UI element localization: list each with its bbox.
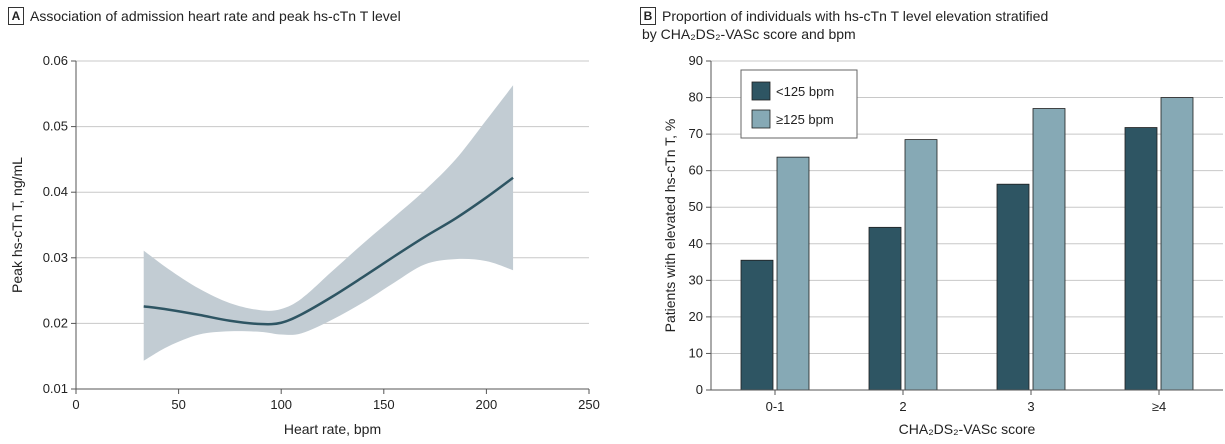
panel-a-title-text: Association of admission heart rate and … — [30, 8, 401, 24]
chart-b-bars — [740, 97, 1194, 391]
chart-b-bar — [776, 156, 810, 391]
panel-b-title: B Proportion of individuals with hs-cTn T… — [640, 7, 1048, 43]
chart-b-y-tick-label: 20 — [689, 309, 703, 324]
chart-a-y-tick-label: 0.06 — [43, 53, 68, 68]
chart-b-bar — [1160, 97, 1194, 391]
chart-b-y-tick-label: 40 — [689, 236, 703, 251]
chart-b-legend-swatch — [751, 81, 771, 101]
chart-a-x-tick-label: 250 — [578, 397, 600, 412]
chart-b-bar — [996, 183, 1030, 391]
chart-b-legend-label: ≥125 bpm — [776, 112, 834, 127]
chart-a-x-axis-title: Heart rate, bpm — [284, 421, 381, 437]
panel-b-title-line1: Proportion of individuals with hs-cTn T … — [662, 8, 1049, 24]
chart-a-y-tick-label: 0.03 — [43, 250, 68, 265]
chart-a-x-tick-label: 100 — [270, 397, 292, 412]
chart-b-legend-swatch — [751, 109, 771, 129]
chart-b-y-tick-label: 10 — [689, 345, 703, 360]
chart-a-y-tick-label: 0.05 — [43, 119, 68, 134]
chart-b-bar — [868, 226, 902, 391]
chart-a-axes — [75, 61, 589, 390]
chart-a: 0.01 0.02 0.03 0.04 0.05 0.06 0 50 100 150 200 250… — [9, 53, 600, 437]
chart-b-y-tick-label: 50 — [689, 199, 703, 214]
chart-b-bar — [740, 259, 774, 391]
chart-b-y-ticks: 0 10 20 30 40 50 60 70 80 90 — [689, 53, 711, 397]
chart-a-y-ticks: 0.01 0.02 0.03 0.04 0.05 0.06 — [43, 53, 76, 396]
chart-b-x-tick-label: ≥4 — [1152, 399, 1166, 414]
chart-b: 0 10 20 30 40 50 60 70 80 90 0-1 2 3 ≥4 <125 bpm ≥125… — [662, 53, 1223, 437]
chart-b-legend-label: <125 bpm — [776, 84, 834, 99]
chart-b-bar — [1032, 108, 1066, 391]
chart-a-x-ticks: 0 50 100 150 200 250 — [72, 389, 600, 412]
panel-a-letter: A — [8, 7, 24, 25]
chart-b-x-ticks: 0-1 2 3 ≥4 — [766, 390, 1166, 414]
chart-a-x-tick-label: 150 — [373, 397, 395, 412]
chart-b-y-tick-label: 90 — [689, 53, 703, 68]
chart-a-y-axis-title: Peak hs-cTn T, ng/mL — [9, 157, 25, 293]
chart-b-y-tick-label: 70 — [689, 126, 703, 141]
chart-a-y-tick-label: 0.04 — [43, 184, 68, 199]
chart-b-x-tick-label: 0-1 — [766, 399, 785, 414]
chart-b-y-tick-label: 80 — [689, 90, 703, 105]
chart-b-y-axis-title: Patients with elevated hs-cTn T, % — [662, 119, 678, 333]
panel-b-letter: B — [640, 7, 656, 25]
chart-b-x-axis-title: CHA₂DS₂-VASc score — [899, 421, 1036, 437]
panel-a-title: A Association of admission heart rate and… — [8, 7, 401, 25]
chart-a-y-tick-label: 0.02 — [43, 315, 68, 330]
chart-b-legend: <125 bpm ≥125 bpm — [740, 69, 858, 139]
chart-b-y-tick-label: 0 — [696, 382, 703, 397]
chart-a-x-tick-label: 0 — [72, 397, 79, 412]
chart-b-bar — [904, 139, 938, 391]
chart-a-x-tick-label: 200 — [476, 397, 498, 412]
chart-b-axes — [710, 61, 1223, 391]
panel-b-title-line2: by CHA₂DS₂-VASc score and bpm — [642, 26, 856, 42]
chart-a-x-tick-label: 50 — [171, 397, 185, 412]
chart-b-x-tick-label: 2 — [899, 399, 906, 414]
chart-b-bar — [1124, 127, 1158, 391]
chart-a-y-tick-label: 0.01 — [43, 381, 68, 396]
chart-a-trend-line — [143, 176, 514, 326]
chart-a-confidence-band — [143, 85, 514, 361]
chart-b-y-tick-label: 60 — [689, 163, 703, 178]
chart-b-x-tick-label: 3 — [1027, 399, 1034, 414]
chart-b-y-tick-label: 30 — [689, 272, 703, 287]
